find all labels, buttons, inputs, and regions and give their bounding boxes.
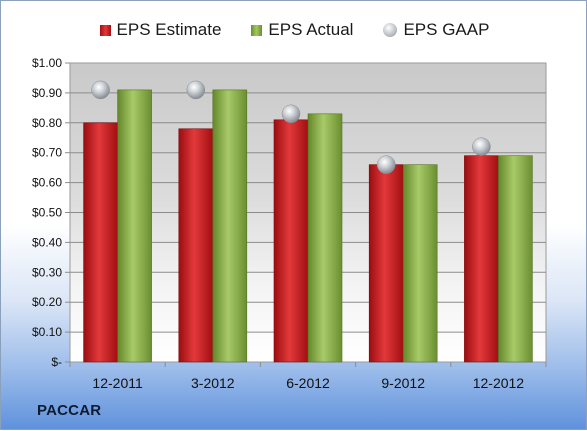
bar-eps-actual — [117, 89, 152, 363]
bar-eps-estimate — [464, 155, 499, 363]
y-tick-label: $0.30 — [32, 265, 62, 279]
x-tick-label: 3-2012 — [191, 375, 235, 391]
legend-label-eps-gaap: EPS GAAP — [403, 20, 490, 39]
legend-item-eps-gaap: EPS GAAP — [383, 20, 489, 40]
marker-eps-gaap — [91, 80, 110, 100]
x-tick-label: 12-2011 — [92, 375, 143, 391]
legend-swatch-eps-gaap — [383, 23, 398, 37]
y-tick-label: $1.00 — [32, 56, 62, 70]
legend-label-eps-estimate: EPS Estimate — [116, 20, 222, 39]
x-tick-label: 9-2012 — [381, 375, 425, 391]
bar-eps-estimate — [368, 164, 404, 363]
company-name: PACCAR — [37, 402, 102, 419]
y-tick-label: $0.10 — [32, 325, 62, 339]
y-tick-label: $0.50 — [32, 206, 62, 220]
bar-eps-estimate — [273, 119, 309, 363]
bar-eps-actual — [307, 113, 343, 363]
bar-eps-estimate — [178, 128, 214, 363]
bar-eps-actual — [402, 164, 438, 363]
legend-item-eps-actual: EPS Actual — [251, 20, 353, 40]
marker-eps-gaap — [376, 155, 396, 174]
legend-swatch-eps-actual — [251, 24, 263, 36]
y-tick-label: $0.60 — [32, 176, 62, 190]
y-tick-label: $0.90 — [32, 86, 62, 100]
bar-eps-actual — [212, 89, 248, 363]
marker-eps-gaap — [281, 104, 301, 124]
y-tick-label: $- — [51, 355, 62, 369]
bars — [83, 89, 533, 363]
legend: EPS Estimate EPS Actual EPS GAAP — [1, 18, 587, 42]
x-tick-label: 12-2012 — [473, 375, 525, 391]
y-axis-ticks: $- $0.10 $0.20 $0.30 $0.40 $0.50 $0.60 $0.70 $0.… — [32, 56, 70, 369]
y-tick-label: $0.80 — [32, 116, 62, 130]
marker-eps-gaap — [186, 80, 206, 100]
y-tick-label: $0.40 — [32, 235, 62, 249]
x-axis-ticks: 12-2011 3-2012 6-2012 9-2012 12-2012 — [69, 362, 547, 391]
gaap-markers — [91, 80, 491, 174]
bar-eps-actual — [498, 155, 533, 363]
y-tick-label: $0.70 — [32, 146, 62, 160]
legend-item-eps-estimate: EPS Estimate — [99, 20, 222, 40]
legend-label-eps-actual: EPS Actual — [268, 20, 354, 39]
legend-swatch-eps-estimate — [99, 24, 111, 36]
bar-eps-estimate — [83, 122, 118, 363]
marker-eps-gaap — [472, 137, 491, 156]
y-tick-label: $0.20 — [32, 295, 62, 309]
x-tick-label: 6-2012 — [286, 375, 330, 391]
